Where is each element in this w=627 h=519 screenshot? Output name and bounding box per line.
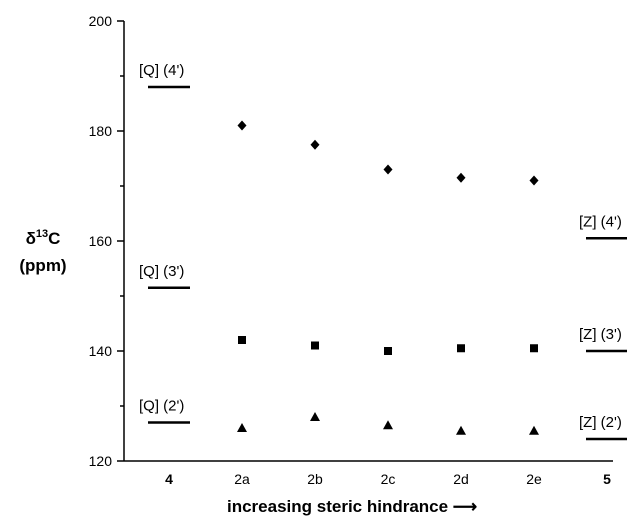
triangle-point [529, 425, 539, 435]
x-tick-label: 2e [526, 471, 542, 487]
y-tick-label: 180 [89, 123, 113, 139]
diamond-point [237, 120, 247, 131]
y-axis-title: δ13C [26, 228, 61, 248]
x-axis-title: increasing steric hindrance ⟶ [227, 497, 477, 516]
reference-levels: [Q] (4') [Q] (3') [Q] (2') [Z] (4') [Z] (3')… [139, 62, 627, 441]
x-tick-label: 4 [165, 471, 173, 487]
x-axis: 4 2a 2b 2c 2d 2e 5 [124, 460, 613, 487]
y-tick-label: 120 [89, 453, 113, 469]
y-tick-label: 160 [89, 233, 113, 249]
triangle-point [456, 425, 466, 435]
y-axis-symbol: δ [26, 229, 36, 248]
diamond-point [383, 164, 393, 175]
x-tick-label: 5 [603, 471, 611, 487]
triangle-point [383, 420, 393, 430]
x-tick-label: 2b [307, 471, 323, 487]
square-point [530, 344, 538, 353]
y-axis: 120 140 160 180 200 [89, 13, 125, 469]
square-point [238, 336, 246, 344]
data-points [237, 120, 539, 435]
reference-label: [Q] (4') [139, 62, 184, 79]
square-point [457, 344, 465, 353]
y-tick-label: 200 [89, 13, 113, 29]
y-axis-superscript: 13 [36, 228, 48, 240]
diamond-point [529, 175, 539, 186]
reference-label: [Z] (2') [579, 414, 622, 431]
triangle-point [237, 423, 247, 432]
square-point [384, 347, 392, 355]
reference-label: [Q] (3') [139, 263, 184, 280]
square-point [311, 341, 319, 350]
y-axis-element: C [48, 229, 60, 248]
x-tick-label: 2d [453, 471, 469, 487]
reference-label: [Z] (4') [579, 213, 622, 230]
y-axis-unit: (ppm) [19, 256, 66, 275]
reference-label: [Q] (2') [139, 398, 184, 415]
x-ticks: 4 2a 2b 2c 2d 2e 5 [165, 471, 611, 487]
y-ticks: 120 140 160 180 200 [89, 13, 124, 469]
x-tick-label: 2c [381, 471, 396, 487]
reference-label: [Z] (3') [579, 326, 622, 343]
x-tick-label: 2a [234, 471, 250, 487]
triangle-point [310, 412, 320, 421]
diamond-point [310, 139, 320, 150]
diamond-point [456, 172, 466, 183]
y-tick-label: 140 [89, 343, 113, 359]
